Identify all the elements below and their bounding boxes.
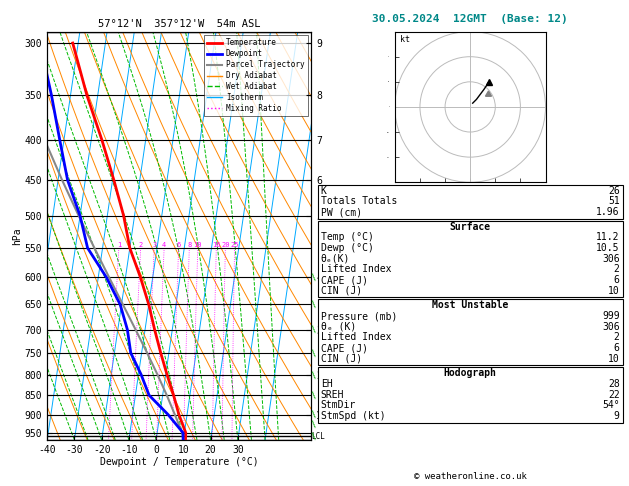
Text: θₑ (K): θₑ (K) bbox=[321, 322, 356, 332]
Y-axis label: km
ASL: km ASL bbox=[325, 228, 344, 243]
Text: 999: 999 bbox=[602, 311, 620, 321]
Text: Dewp (°C): Dewp (°C) bbox=[321, 243, 374, 253]
Text: /: / bbox=[309, 390, 320, 400]
Text: Lifted Index: Lifted Index bbox=[321, 264, 391, 275]
Text: 6: 6 bbox=[177, 242, 181, 248]
Text: /: / bbox=[309, 325, 320, 334]
Text: 2: 2 bbox=[614, 332, 620, 343]
Text: 30.05.2024  12GMT  (Base: 12): 30.05.2024 12GMT (Base: 12) bbox=[372, 14, 568, 24]
Text: Totals Totals: Totals Totals bbox=[321, 196, 397, 207]
Text: 25: 25 bbox=[230, 242, 239, 248]
Text: /: / bbox=[309, 299, 320, 310]
Text: 8: 8 bbox=[187, 242, 191, 248]
Text: Surface: Surface bbox=[450, 222, 491, 232]
Text: 11.2: 11.2 bbox=[596, 232, 620, 243]
Text: Hodograph: Hodograph bbox=[443, 368, 497, 379]
Text: 10: 10 bbox=[194, 242, 202, 248]
Text: 2: 2 bbox=[614, 264, 620, 275]
Text: SREH: SREH bbox=[321, 390, 344, 400]
Text: 10.5: 10.5 bbox=[596, 243, 620, 253]
Text: 54°: 54° bbox=[602, 400, 620, 411]
Text: θₑ(K): θₑ(K) bbox=[321, 254, 350, 264]
Text: 10: 10 bbox=[608, 286, 620, 296]
Text: 10: 10 bbox=[608, 354, 620, 364]
Text: CIN (J): CIN (J) bbox=[321, 286, 362, 296]
Text: 306: 306 bbox=[602, 254, 620, 264]
Text: PW (cm): PW (cm) bbox=[321, 207, 362, 217]
Text: CIN (J): CIN (J) bbox=[321, 354, 362, 364]
Text: 26: 26 bbox=[608, 186, 620, 196]
Text: 51: 51 bbox=[608, 196, 620, 207]
Text: EH: EH bbox=[321, 379, 333, 389]
Text: Most Unstable: Most Unstable bbox=[432, 300, 508, 311]
Text: 4: 4 bbox=[162, 242, 166, 248]
Text: Temp (°C): Temp (°C) bbox=[321, 232, 374, 243]
Text: Lifted Index: Lifted Index bbox=[321, 332, 391, 343]
Text: /: / bbox=[309, 419, 320, 429]
Text: /: / bbox=[309, 370, 320, 380]
Legend: Temperature, Dewpoint, Parcel Trajectory, Dry Adiabat, Wet Adiabat, Isotherm, Mi: Temperature, Dewpoint, Parcel Trajectory… bbox=[204, 35, 308, 116]
Text: StmDir: StmDir bbox=[321, 400, 356, 411]
Text: 2: 2 bbox=[138, 242, 143, 248]
Y-axis label: hPa: hPa bbox=[12, 227, 22, 244]
Text: kt: kt bbox=[400, 35, 410, 44]
Text: StmSpd (kt): StmSpd (kt) bbox=[321, 411, 386, 421]
Text: 22: 22 bbox=[608, 390, 620, 400]
Title: 57°12'N  357°12'W  54m ASL: 57°12'N 357°12'W 54m ASL bbox=[98, 19, 260, 30]
Text: /: / bbox=[309, 410, 320, 419]
Text: /: / bbox=[309, 348, 320, 358]
Text: 16: 16 bbox=[212, 242, 221, 248]
Text: 6: 6 bbox=[614, 343, 620, 353]
Text: /: / bbox=[309, 273, 320, 282]
Text: 6: 6 bbox=[614, 275, 620, 285]
Text: CAPE (J): CAPE (J) bbox=[321, 343, 368, 353]
Text: 20: 20 bbox=[221, 242, 230, 248]
Text: K: K bbox=[321, 186, 326, 196]
Text: CAPE (J): CAPE (J) bbox=[321, 275, 368, 285]
Text: 3: 3 bbox=[152, 242, 157, 248]
Text: 28: 28 bbox=[608, 379, 620, 389]
Text: 1: 1 bbox=[117, 242, 121, 248]
Text: /: / bbox=[309, 432, 320, 441]
Text: Pressure (mb): Pressure (mb) bbox=[321, 311, 397, 321]
X-axis label: Dewpoint / Temperature (°C): Dewpoint / Temperature (°C) bbox=[100, 457, 259, 468]
Text: LCL: LCL bbox=[311, 432, 325, 441]
Text: 1.96: 1.96 bbox=[596, 207, 620, 217]
Text: 306: 306 bbox=[602, 322, 620, 332]
Text: © weatheronline.co.uk: © weatheronline.co.uk bbox=[414, 472, 526, 481]
Text: 9: 9 bbox=[614, 411, 620, 421]
